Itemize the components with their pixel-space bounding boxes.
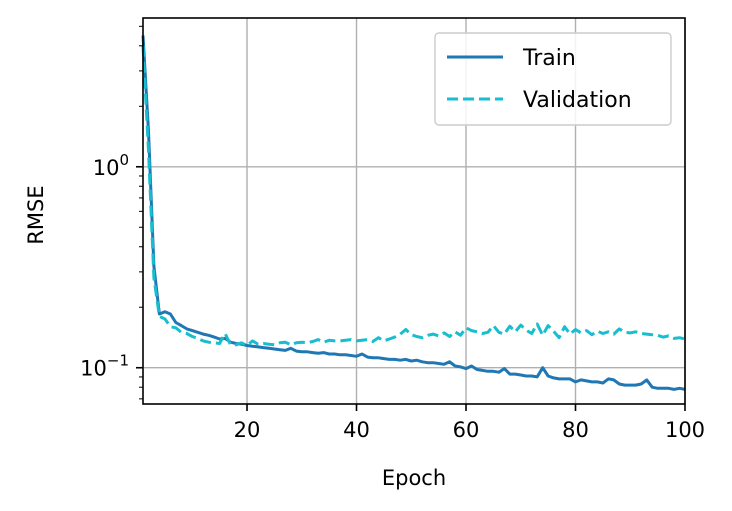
y-axis-label: RMSE — [24, 185, 48, 244]
y-tick-label: 100 — [93, 151, 129, 180]
series-train-line — [141, 35, 686, 391]
x-tick-label: 80 — [562, 418, 589, 442]
legend-train-label: Train — [522, 46, 576, 71]
x-tick-label: 60 — [453, 418, 480, 442]
x-tick-label: 100 — [665, 418, 705, 442]
y-tick-label: 10−1 — [80, 352, 129, 381]
x-tick-label: 40 — [343, 418, 370, 442]
series-validation-line — [141, 45, 686, 347]
legend: Train Validation — [434, 32, 672, 126]
legend-validation-label: Validation — [523, 88, 632, 113]
ticks-layer: 20 40 60 80 100 100 10−1 — [80, 25, 705, 442]
series-layer — [141, 35, 686, 391]
x-tick-label: 20 — [234, 418, 261, 442]
x-axis-label: Epoch — [382, 466, 446, 490]
plot-frame — [142, 17, 686, 405]
